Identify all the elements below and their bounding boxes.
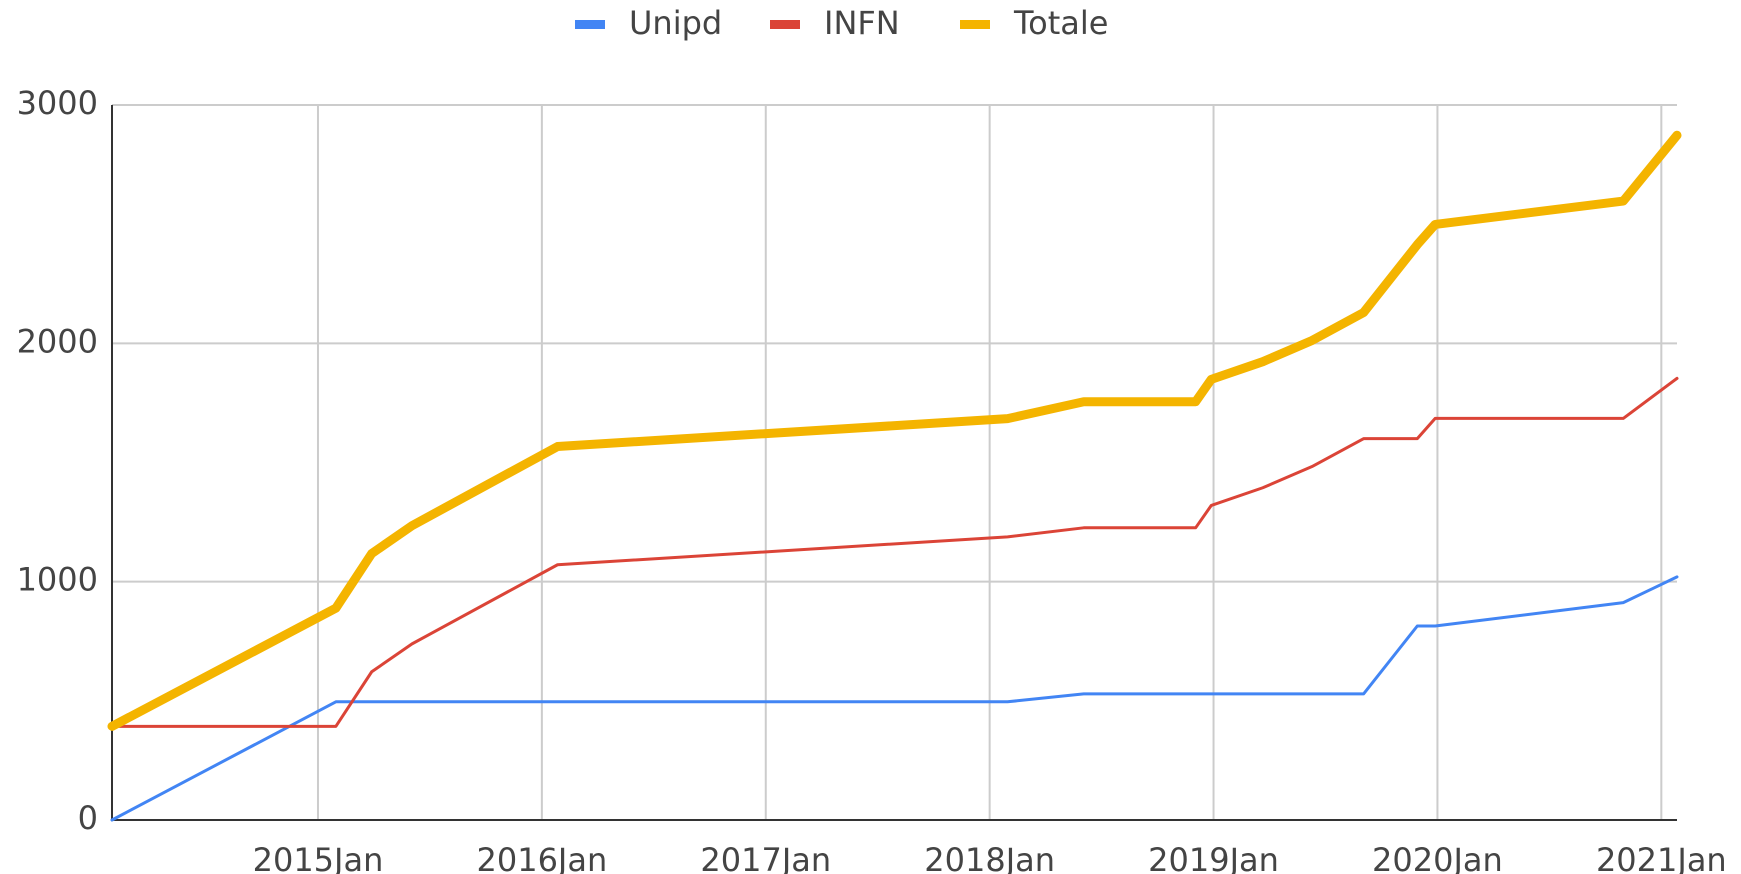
series-line bbox=[110, 376, 1679, 728]
y-tick-label: 2000 bbox=[17, 322, 98, 360]
x-tick-label: 2020Jan bbox=[1372, 841, 1503, 874]
x-tick-label: 2016Jan bbox=[476, 841, 607, 874]
legend-label: Unipd bbox=[629, 4, 722, 42]
legend-swatch bbox=[575, 20, 605, 29]
x-tick-label: 2017Jan bbox=[700, 841, 831, 874]
legend-label: Totale bbox=[1013, 4, 1108, 42]
legend-swatch bbox=[770, 20, 800, 29]
y-tick-label: 0 bbox=[78, 799, 98, 837]
x-tick-label: 2018Jan bbox=[924, 841, 1055, 874]
y-tick-label: 1000 bbox=[17, 561, 98, 599]
legend-label: INFN bbox=[824, 4, 900, 42]
legend-swatch bbox=[960, 20, 990, 29]
y-tick-label: 3000 bbox=[17, 84, 98, 122]
series-line bbox=[107, 130, 1682, 731]
series-line bbox=[110, 575, 1679, 822]
x-tick-label: 2021Jan bbox=[1596, 841, 1727, 874]
x-tick-label: 2019Jan bbox=[1148, 841, 1279, 874]
x-tick-label: 2015Jan bbox=[253, 841, 384, 874]
